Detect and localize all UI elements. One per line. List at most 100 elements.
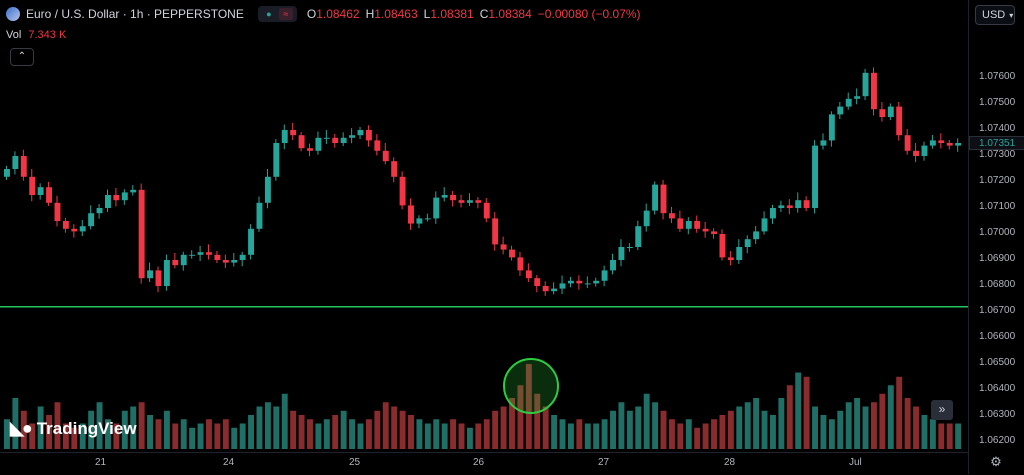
candle-body[interactable] <box>946 143 953 146</box>
market-status-pill[interactable]: ● ≈ <box>257 6 297 22</box>
candle-body[interactable] <box>365 130 372 141</box>
candle-body[interactable] <box>795 200 802 208</box>
candle-body[interactable] <box>121 192 128 201</box>
candle-body[interactable] <box>534 278 541 286</box>
collapse-legend-button[interactable]: ⌃ <box>10 48 34 66</box>
candle-body[interactable] <box>929 140 936 146</box>
candle-body[interactable] <box>54 202 61 221</box>
candle-body[interactable] <box>921 145 928 156</box>
candle-body[interactable] <box>416 218 423 224</box>
scroll-to-realtime-button[interactable]: » <box>931 400 953 420</box>
candle-body[interactable] <box>424 218 431 220</box>
candle-body[interactable] <box>542 286 549 292</box>
candle-body[interactable] <box>147 270 154 279</box>
candle-body[interactable] <box>315 137 322 151</box>
candle-body[interactable] <box>584 283 591 285</box>
candle-body[interactable] <box>837 106 844 115</box>
candle-body[interactable] <box>96 208 103 214</box>
candle-body[interactable] <box>845 98 852 107</box>
candle-body[interactable] <box>408 205 414 224</box>
candle-body[interactable] <box>483 202 490 219</box>
candle-body[interactable] <box>559 283 566 289</box>
candle-body[interactable] <box>652 184 659 211</box>
candle-body[interactable] <box>854 96 861 99</box>
candle-body[interactable] <box>711 231 717 234</box>
candle-body[interactable] <box>231 260 238 263</box>
candle-body[interactable] <box>391 161 398 177</box>
candle-body[interactable] <box>46 187 53 203</box>
candle-body[interactable] <box>955 143 962 146</box>
price-chart[interactable] <box>0 0 968 452</box>
candle-body[interactable] <box>357 130 364 136</box>
candle-body[interactable] <box>433 197 440 219</box>
candle-body[interactable] <box>172 260 179 266</box>
candle-body[interactable] <box>332 137 339 143</box>
candle-body[interactable] <box>466 200 473 203</box>
candle-body[interactable] <box>938 140 945 143</box>
candle-body[interactable] <box>753 231 760 240</box>
candle-body[interactable] <box>896 106 903 136</box>
candle-body[interactable] <box>517 257 524 271</box>
candle-body[interactable] <box>79 226 86 232</box>
candle-body[interactable] <box>290 130 297 136</box>
candle-body[interactable] <box>105 195 111 208</box>
candle-body[interactable] <box>88 213 95 227</box>
candle-body[interactable] <box>163 260 170 286</box>
candle-body[interactable] <box>610 260 616 271</box>
candle-body[interactable] <box>298 135 305 149</box>
candle-body[interactable] <box>761 218 768 232</box>
candle-body[interactable] <box>694 221 701 229</box>
candle-body[interactable] <box>273 143 280 177</box>
candle-body[interactable] <box>264 176 271 203</box>
candle-body[interactable] <box>812 145 818 208</box>
candle-body[interactable] <box>475 200 482 203</box>
currency-selector[interactable]: USD ▾ <box>975 5 1015 25</box>
candle-body[interactable] <box>197 252 204 255</box>
candle-body[interactable] <box>820 140 827 146</box>
candle-body[interactable] <box>458 200 465 203</box>
candle-body[interactable] <box>374 140 381 151</box>
candle-body[interactable] <box>189 254 196 256</box>
candle-body[interactable] <box>222 260 229 263</box>
candle-body[interactable] <box>593 280 600 284</box>
candle-body[interactable] <box>500 244 507 250</box>
candle-body[interactable] <box>618 247 625 260</box>
candle-body[interactable] <box>702 228 709 232</box>
candle-body[interactable] <box>803 200 810 208</box>
candle-body[interactable] <box>248 228 255 255</box>
candle-body[interactable] <box>744 239 751 247</box>
candle-body[interactable] <box>20 156 27 177</box>
candle-body[interactable] <box>525 270 532 279</box>
candle-body[interactable] <box>323 137 330 139</box>
candle-body[interactable] <box>668 213 675 219</box>
candle-body[interactable] <box>904 135 911 151</box>
candle-body[interactable] <box>256 202 263 229</box>
candle-body[interactable] <box>62 221 69 229</box>
candle-body[interactable] <box>626 247 633 248</box>
candle-body[interactable] <box>130 189 137 193</box>
candle-body[interactable] <box>155 270 162 286</box>
candle-body[interactable] <box>239 254 246 260</box>
candle-body[interactable] <box>736 247 743 260</box>
candle-body[interactable] <box>719 234 726 258</box>
candle-body[interactable] <box>29 176 36 195</box>
price-axis[interactable]: USD ▾ 1.07600 1.07500 1.07400 1.07300 1.07200… <box>968 0 1024 474</box>
candle-body[interactable] <box>576 280 583 284</box>
candle-body[interactable] <box>340 137 347 143</box>
candle-body[interactable] <box>180 254 187 266</box>
candle-body[interactable] <box>778 205 785 208</box>
candle-body[interactable] <box>870 72 877 110</box>
candle-body[interactable] <box>879 109 886 117</box>
candle-body[interactable] <box>113 195 120 201</box>
candle-body[interactable] <box>307 148 313 151</box>
candle-body[interactable] <box>71 228 78 232</box>
candle-body[interactable] <box>12 156 19 169</box>
candle-body[interactable] <box>828 114 835 141</box>
candle-body[interactable] <box>685 221 692 229</box>
candle-body[interactable] <box>551 288 558 292</box>
candle-body[interactable] <box>677 218 684 229</box>
candle-body[interactable] <box>509 249 515 258</box>
candle-body[interactable] <box>214 254 221 260</box>
candle-body[interactable] <box>382 150 389 162</box>
candle-body[interactable] <box>399 176 406 206</box>
